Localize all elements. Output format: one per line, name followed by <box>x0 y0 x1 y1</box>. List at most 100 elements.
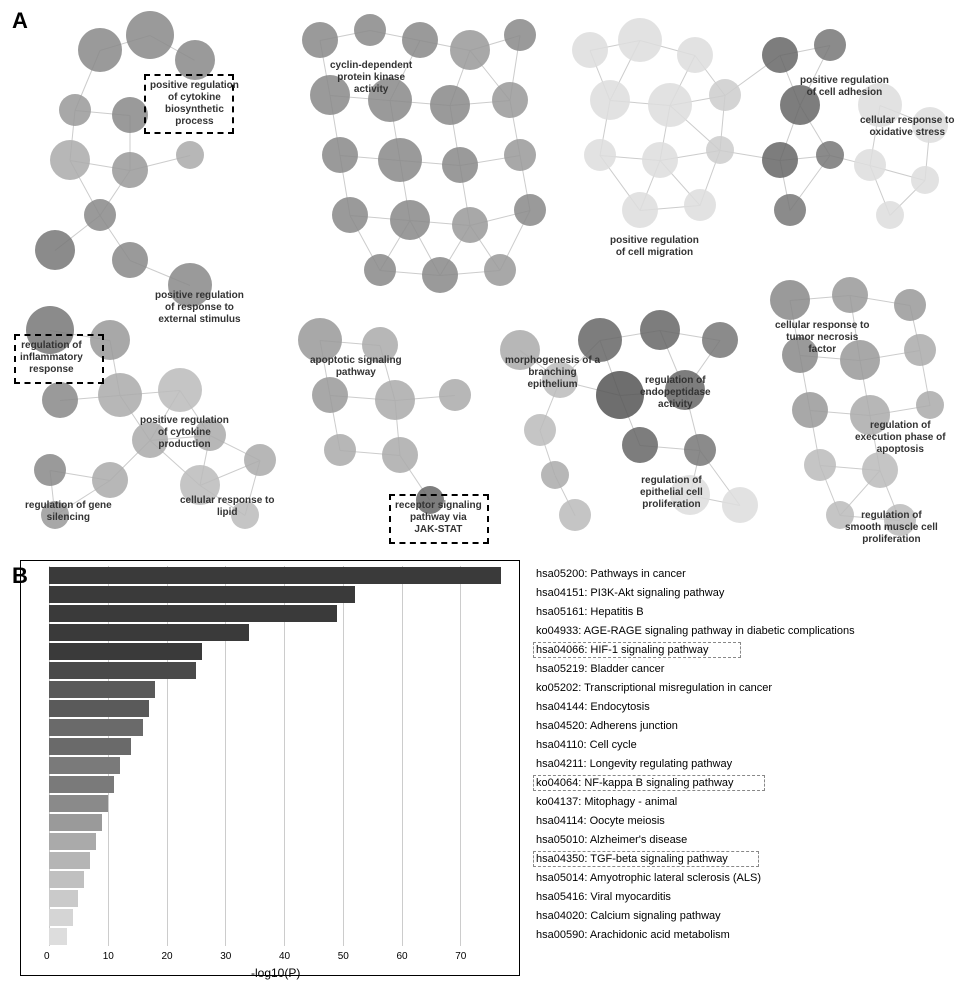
gridline <box>402 566 403 946</box>
network-panel: positive regulation of cytokine biosynth… <box>0 0 965 560</box>
network-node <box>382 437 418 473</box>
network-node <box>504 139 536 171</box>
network-node <box>35 230 75 270</box>
network-node <box>684 434 716 466</box>
cluster-label: cellular response to tumor necrosis fact… <box>775 320 869 356</box>
chart-bar <box>49 643 202 660</box>
cluster-label: positive regulation of cytokine producti… <box>140 415 229 451</box>
network-node <box>450 30 490 70</box>
network-node <box>596 371 644 419</box>
network-node <box>439 379 471 411</box>
network-node <box>98 373 142 417</box>
network-node <box>709 79 741 111</box>
network-node <box>442 147 478 183</box>
network-node <box>78 28 122 72</box>
network-node <box>84 199 116 231</box>
chart-bar <box>49 586 355 603</box>
network-node <box>762 142 798 178</box>
cluster-label: positive regulation of cytokine biosynth… <box>150 80 239 128</box>
network-node <box>684 189 716 221</box>
network-node <box>364 254 396 286</box>
network-node <box>762 37 798 73</box>
gridline <box>225 566 226 946</box>
network-node <box>375 380 415 420</box>
network-node <box>590 80 630 120</box>
x-tick: 50 <box>338 951 349 962</box>
network-node <box>484 254 516 286</box>
network-node <box>541 461 569 489</box>
bar-chart: 010203040506070hsa05200: Pathways in can… <box>20 560 520 976</box>
gridline <box>343 566 344 946</box>
network-node <box>722 487 758 523</box>
network-node <box>916 391 944 419</box>
chart-bar <box>49 795 108 812</box>
chart-bar <box>49 871 84 888</box>
bar-chart-panel: 010203040506070hsa05200: Pathways in can… <box>20 560 965 1000</box>
network-node <box>792 392 828 428</box>
network-node <box>584 139 616 171</box>
network-node <box>622 192 658 228</box>
cluster-label: cyclin-dependent protein kinase activity <box>330 60 412 96</box>
bar-label: hsa05010: Alzheimer's disease <box>536 834 687 846</box>
bar-label: hsa04114: Oocyte meiosis <box>536 815 665 827</box>
network-node <box>904 334 936 366</box>
network-node <box>770 280 810 320</box>
x-axis-label: -log10(P) <box>251 966 300 980</box>
bar-label: hsa04520: Adherens junction <box>536 720 678 732</box>
bar-label: hsa04151: PI3K-Akt signaling pathway <box>536 587 724 599</box>
network-node <box>50 140 90 180</box>
x-tick: 60 <box>397 951 408 962</box>
cluster-label: regulation of epithelial cell proliferat… <box>640 475 703 511</box>
network-node <box>422 257 458 293</box>
gridline <box>284 566 285 946</box>
network-node <box>322 137 358 173</box>
gridline <box>460 566 461 946</box>
x-tick: 0 <box>44 951 50 962</box>
chart-bar <box>49 909 73 926</box>
network-node <box>112 242 148 278</box>
chart-bar <box>49 681 155 698</box>
chart-bar <box>49 605 337 622</box>
bar-label: hsa04110: Cell cycle <box>536 739 637 751</box>
network-node <box>804 449 836 481</box>
network-node <box>324 434 356 466</box>
network-node <box>640 310 680 350</box>
cluster-label: positive regulation of cell adhesion <box>800 75 889 99</box>
network-node <box>862 452 898 488</box>
cluster-label: cellular response to lipid <box>180 495 274 519</box>
bar-label: ko04933: AGE-RAGE signaling pathway in d… <box>536 625 855 637</box>
label-highlight <box>533 775 765 791</box>
network-node <box>176 141 204 169</box>
bar-label: hsa04144: Endocytosis <box>536 701 650 713</box>
network-node <box>378 138 422 182</box>
chart-bar <box>49 852 90 869</box>
network-node <box>911 166 939 194</box>
gridline <box>49 566 50 946</box>
cluster-label: regulation of smooth muscle cell prolife… <box>845 510 938 546</box>
network-node <box>816 141 844 169</box>
network-node <box>126 11 174 59</box>
network-node <box>894 289 926 321</box>
network-node <box>814 29 846 61</box>
network-node <box>158 368 202 412</box>
chart-bar <box>49 719 143 736</box>
chart-bar <box>49 662 196 679</box>
network-node <box>492 82 528 118</box>
chart-bar <box>49 567 501 584</box>
x-tick: 10 <box>103 951 114 962</box>
bar-label: hsa05219: Bladder cancer <box>536 663 664 675</box>
network-node <box>42 382 78 418</box>
network-node <box>677 37 713 73</box>
cluster-label: receptor signaling pathway via JAK-STAT <box>395 500 482 536</box>
bar-label: ko04137: Mitophagy - animal <box>536 796 677 808</box>
gridline <box>167 566 168 946</box>
cluster-label: regulation of endopeptidase activity <box>640 375 711 411</box>
network-node <box>332 197 368 233</box>
cluster-label: apoptotic signaling pathway <box>310 355 402 379</box>
network-node <box>622 427 658 463</box>
network-node <box>702 322 738 358</box>
network-node <box>244 444 276 476</box>
network-node <box>832 277 868 313</box>
network-node <box>854 149 886 181</box>
bar-label: hsa05161: Hepatitis B <box>536 606 644 618</box>
